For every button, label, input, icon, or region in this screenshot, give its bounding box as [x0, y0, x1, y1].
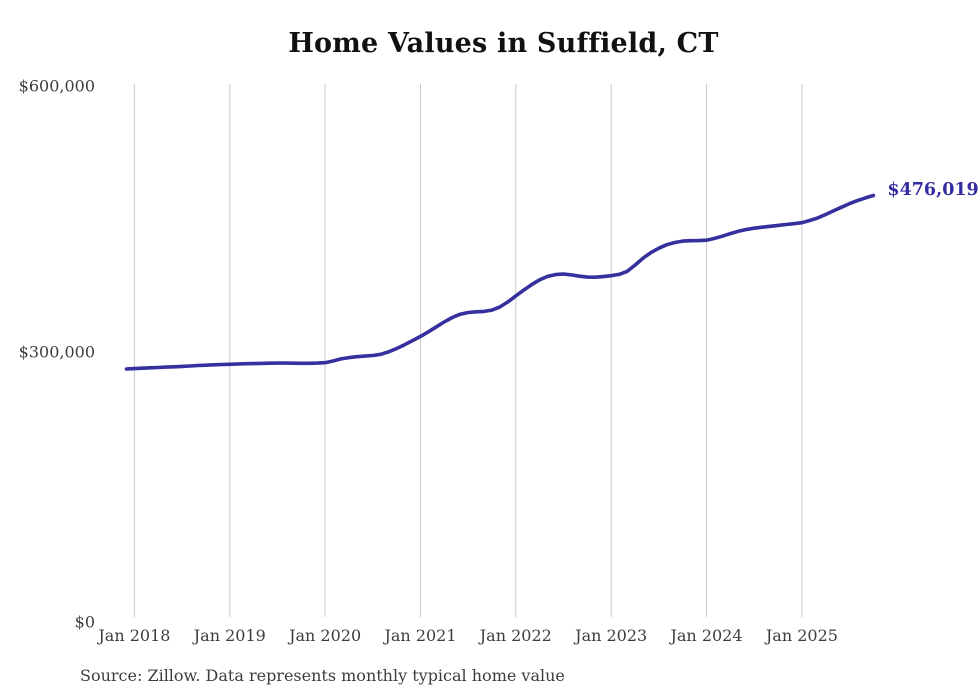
- x-axis-tick-label: Jan 2019: [193, 626, 266, 645]
- x-axis-tick-label: Jan 2018: [98, 626, 171, 645]
- x-axis-tick-label: Jan 2024: [670, 626, 743, 645]
- chart-title: Home Values in Suffield, CT: [288, 28, 719, 59]
- latest-value-label: $476,019: [887, 179, 979, 200]
- x-axis-tick-label: Jan 2025: [765, 626, 838, 645]
- x-axis-tick-label: Jan 2020: [289, 626, 362, 645]
- home-value-line: [124, 193, 876, 371]
- x-axis-tick-label: Jan 2022: [479, 626, 552, 645]
- source-note: Source: Zillow. Data represents monthly …: [80, 666, 565, 685]
- x-axis-tick-label: Jan 2023: [575, 626, 648, 645]
- y-axis-label-300000: $300,000: [18, 342, 95, 362]
- y-axis-label-600000: $600,000: [18, 76, 95, 96]
- y-axis-label-0: $0: [74, 612, 95, 632]
- x-axis-tick-label: Jan 2021: [384, 626, 457, 645]
